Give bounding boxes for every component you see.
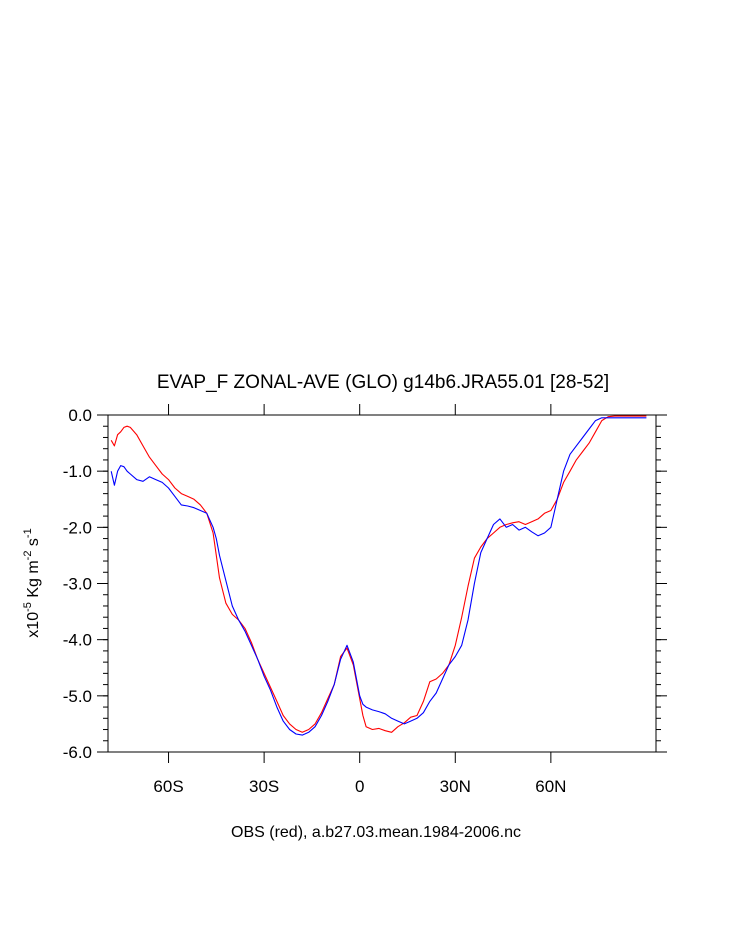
chart-title: EVAP_F ZONAL-AVE (GLO) g14b6.JRA55.01 [2… <box>157 372 609 393</box>
x-tick-label: 30N <box>440 777 471 796</box>
plot-area: 0.0 -1.0 -2.0 -3.0 -4.0 -5.0 -6.0 60S 30S 0 30N 60N <box>63 404 667 796</box>
y-tick-label: -5.0 <box>63 687 92 706</box>
y-tick-label: -3.0 <box>63 575 92 594</box>
y-tick-label: 0.0 <box>68 406 92 425</box>
chart-footer: OBS (red), a.b27.03.mean.1984-2006.nc <box>231 824 521 841</box>
plot-frame <box>107 414 657 753</box>
x-tick-label: 60N <box>535 777 566 796</box>
y-axis-label: x10-5 Kg m-2 s-1 <box>22 528 42 637</box>
y-tick-label: -1.0 <box>63 462 92 481</box>
x-tick-label: 30S <box>249 777 279 796</box>
x-tick-label: 60S <box>153 777 183 796</box>
y-tick-label: -4.0 <box>63 631 92 650</box>
y-tick-label: -2.0 <box>63 518 92 537</box>
x-tick-label: 0 <box>355 777 364 796</box>
series-line-1 <box>110 415 647 733</box>
y-tick-label: -6.0 <box>63 743 92 762</box>
series-line-2 <box>110 417 647 736</box>
